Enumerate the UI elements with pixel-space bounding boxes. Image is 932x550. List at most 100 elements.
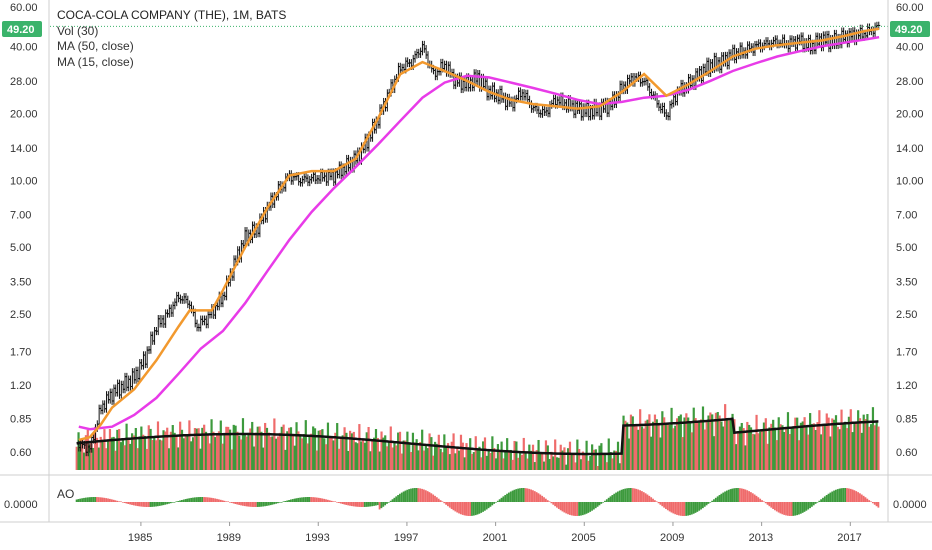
volume-bar [434, 441, 437, 470]
volume-bar [764, 418, 767, 470]
y-tick-left: 0.85 [10, 413, 31, 425]
volume-bar [103, 429, 106, 470]
ao-bar [432, 494, 435, 502]
volume-bar [559, 444, 562, 470]
volume-bar [663, 417, 666, 470]
ao-bar [657, 502, 660, 504]
ao-bar [796, 502, 799, 516]
ao-bar [125, 502, 128, 504]
volume-bar [731, 413, 734, 470]
ao-bar [502, 496, 505, 502]
ao-bar [184, 499, 187, 502]
volume-bar [162, 430, 165, 470]
ao-bar [748, 491, 750, 502]
ao-bar [140, 502, 143, 507]
volume-bar [155, 440, 158, 470]
ao-bar [668, 502, 671, 512]
volume-bar [700, 419, 703, 470]
ao-bar [458, 502, 460, 514]
ao-bar [430, 493, 433, 502]
ao-bar [561, 502, 564, 512]
ao-bar [831, 491, 834, 502]
volume-bar [406, 431, 409, 470]
ao-bar [169, 502, 172, 504]
ao-bar [103, 497, 106, 502]
volume-bar [679, 414, 682, 470]
ao-bar [269, 502, 272, 506]
ao-bar [548, 501, 551, 502]
ao-bar [589, 502, 592, 512]
ao-bar [397, 495, 399, 502]
last-price-badge-left: 49.20 [2, 21, 42, 37]
ao-bar [574, 502, 577, 516]
ao-bar [282, 501, 285, 502]
volume-bar [101, 440, 104, 470]
ao-bar [847, 488, 850, 502]
ao-bar [705, 502, 708, 506]
ao-bar [445, 502, 447, 505]
ao-bar [812, 502, 815, 506]
volume-bar [469, 438, 472, 470]
ao-bar [447, 502, 449, 507]
volume-bar [855, 422, 858, 470]
ao-bar [369, 502, 372, 507]
ao-bar [757, 497, 760, 502]
volume-bar [864, 419, 867, 470]
ao-bar [467, 502, 470, 516]
ao-bar [855, 491, 858, 502]
ao-bar [426, 491, 429, 502]
volume-bar [306, 443, 309, 470]
ao-bar [857, 492, 859, 502]
ao-bar [208, 497, 211, 502]
volume-bar [121, 439, 124, 470]
volume-bar [262, 447, 265, 470]
ao-bar [245, 502, 248, 507]
ao-bar [413, 488, 416, 502]
ao-bar [648, 495, 651, 502]
volume-bar [459, 434, 463, 470]
volume-bar [452, 433, 455, 470]
ao-bar [781, 502, 784, 515]
ao-bar [448, 502, 451, 508]
volume-bar [119, 442, 123, 470]
volume-bar [258, 426, 261, 470]
ao-bar [528, 488, 531, 502]
volume-bar [816, 422, 819, 470]
ao-bar [88, 497, 91, 502]
volume-bar [116, 429, 119, 470]
volume-bar [190, 441, 193, 470]
volume-bar [345, 432, 348, 470]
ao-bar [277, 502, 279, 504]
y-tick-right: 5.00 [896, 242, 917, 254]
ma50-line [78, 35, 880, 431]
ao-bar [284, 501, 287, 502]
volume-bar [587, 460, 590, 470]
ao-bar [513, 489, 516, 502]
volume-bar [313, 428, 317, 470]
volume-bar [814, 429, 817, 470]
volume-bar [398, 431, 402, 470]
volume-bar [735, 444, 738, 470]
volume-bar [574, 462, 577, 470]
ao-bar [482, 502, 484, 512]
volume-bar [786, 412, 790, 470]
volume-bar [825, 413, 828, 470]
ao-bar [334, 501, 337, 502]
volume-bar [160, 440, 163, 470]
ao-bar [188, 498, 191, 502]
ao-bar [264, 502, 266, 507]
volume-bar [827, 417, 830, 470]
volume-bar [332, 440, 335, 470]
volume-bar [276, 436, 280, 470]
ao-bar [849, 488, 852, 502]
ao-bar [565, 502, 568, 514]
volume-bar [422, 450, 426, 470]
volume-bar [520, 454, 524, 470]
y-tick-left: 3.50 [10, 277, 31, 289]
ao-bar [799, 502, 802, 514]
ao-bar [615, 492, 617, 502]
ao-bar [554, 502, 556, 507]
ao-bar [371, 502, 374, 507]
ao-bar [471, 502, 473, 516]
